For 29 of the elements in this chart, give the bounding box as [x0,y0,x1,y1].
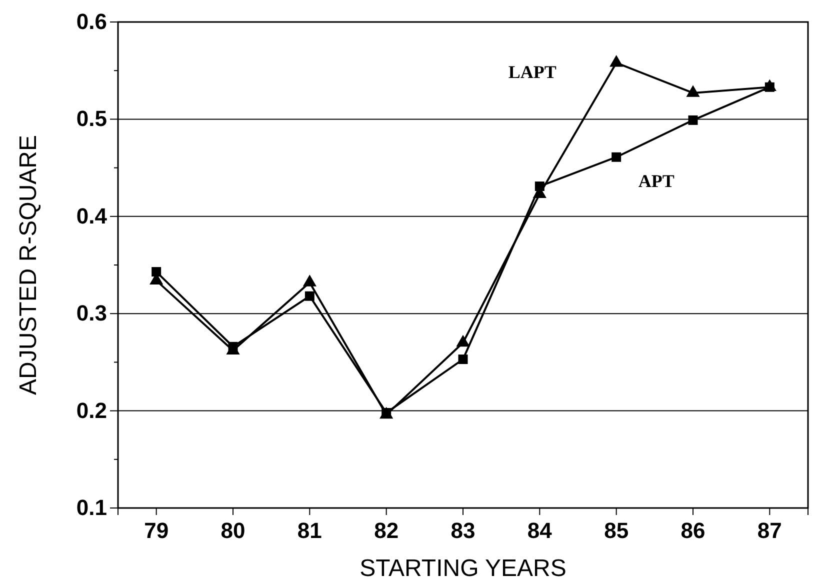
y-tick-label: 0.2 [76,398,107,423]
series-label: APT [638,171,674,192]
x-tick-label: 87 [757,518,782,543]
y-tick-label: 0.4 [76,203,108,228]
point [458,354,468,364]
x-tick-label: 83 [450,518,476,543]
x-tick-label: 79 [144,518,169,543]
x-tick-label: 81 [297,518,322,543]
y-tick-label: 0.5 [76,106,107,132]
x-tick-label: 84 [527,518,553,543]
point [302,274,316,286]
x-tick-label: 80 [220,518,246,543]
point [304,291,314,301]
x-tick-label: 85 [604,518,629,543]
point [534,182,544,192]
point [228,342,238,352]
y-axis-title: ADJUSTED R-SQUARE [15,134,42,396]
x-tick-label: 86 [680,518,706,543]
point [688,115,698,125]
text: LAPT [508,62,556,82]
x-axis-title: STARTING YEARS [360,555,566,582]
y-tick-label: 0.1 [76,495,107,520]
point [610,54,624,67]
point [152,267,162,277]
x-tick-label: 82 [374,518,399,543]
y-tick-label: 0.6 [76,9,107,34]
point [686,85,700,97]
y-tick-label: 0.3 [76,300,107,326]
point [612,152,622,162]
